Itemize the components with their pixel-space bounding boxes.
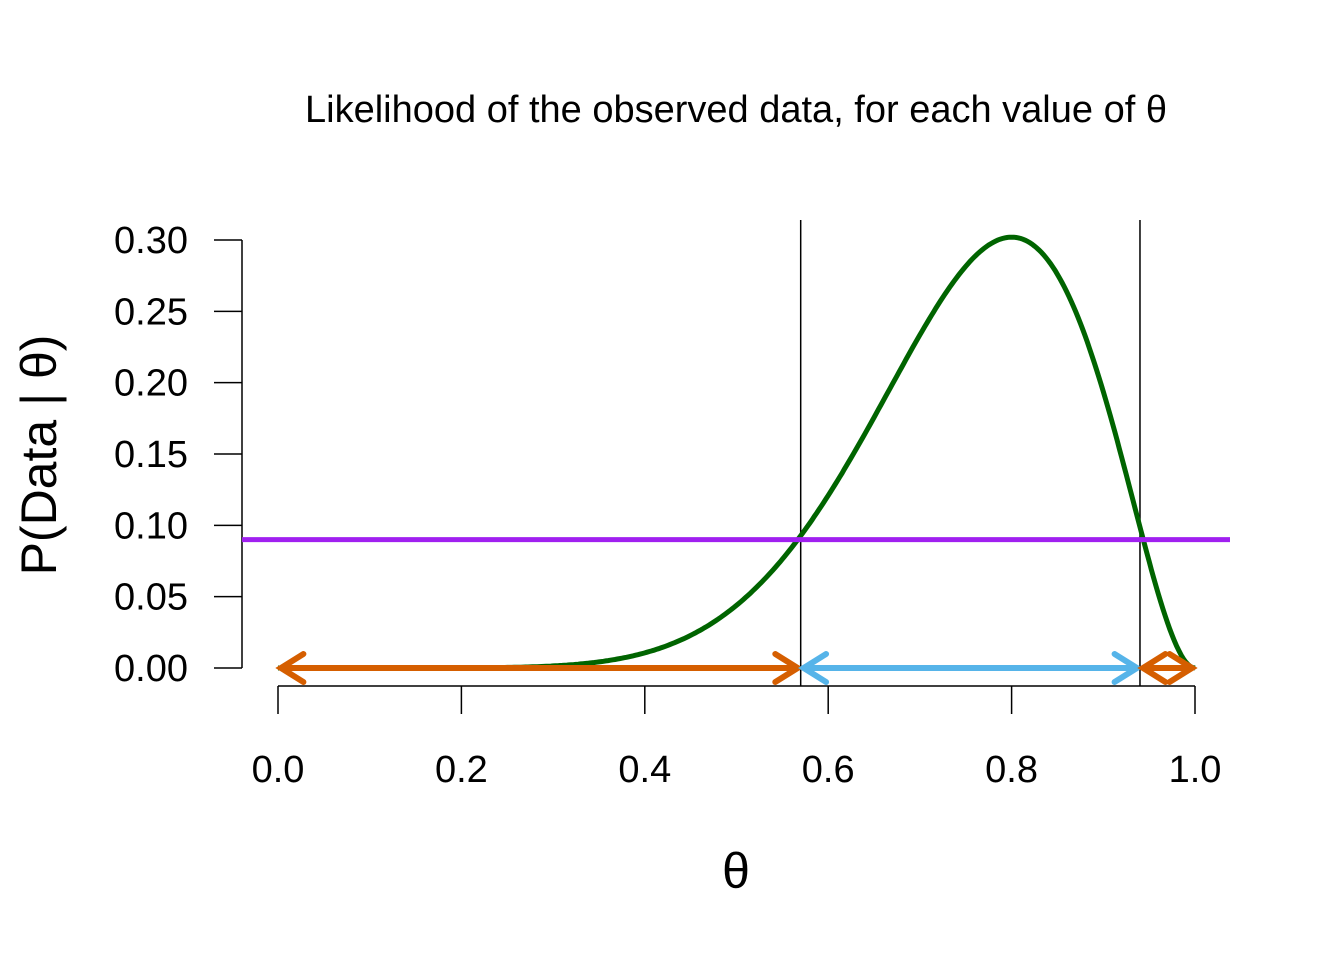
x-tick-label: 1.0 — [1169, 749, 1222, 791]
x-tick-label: 0.0 — [252, 749, 305, 791]
chart-title: Likelihood of the observed data, for eac… — [305, 89, 1167, 131]
y-tick-label: 0.10 — [114, 505, 188, 547]
y-tick-label: 0.15 — [114, 434, 188, 476]
x-tick-label: 0.4 — [618, 749, 671, 791]
arrowhead-right — [1166, 651, 1198, 685]
y-tick-label: 0.30 — [114, 220, 188, 262]
y-tick-label: 0.25 — [114, 291, 188, 333]
x-tick-label: 0.6 — [802, 749, 855, 791]
arrowhead-right — [772, 651, 804, 685]
y-axis-label: P(Data | θ) — [11, 335, 67, 576]
arrowhead-left — [275, 651, 307, 685]
x-tick-label: 0.8 — [985, 749, 1038, 791]
likelihood-curve — [278, 234, 1196, 671]
arrowhead-left — [1137, 651, 1169, 685]
y-tick-label: 0.05 — [114, 577, 188, 619]
arrowhead-left — [798, 651, 830, 685]
y-tick-label: 0.00 — [114, 648, 188, 690]
x-tick-label: 0.2 — [435, 749, 488, 791]
arrowhead-right — [1111, 651, 1143, 685]
y-tick-label: 0.20 — [114, 363, 188, 405]
x-axis-label: θ — [722, 843, 750, 899]
